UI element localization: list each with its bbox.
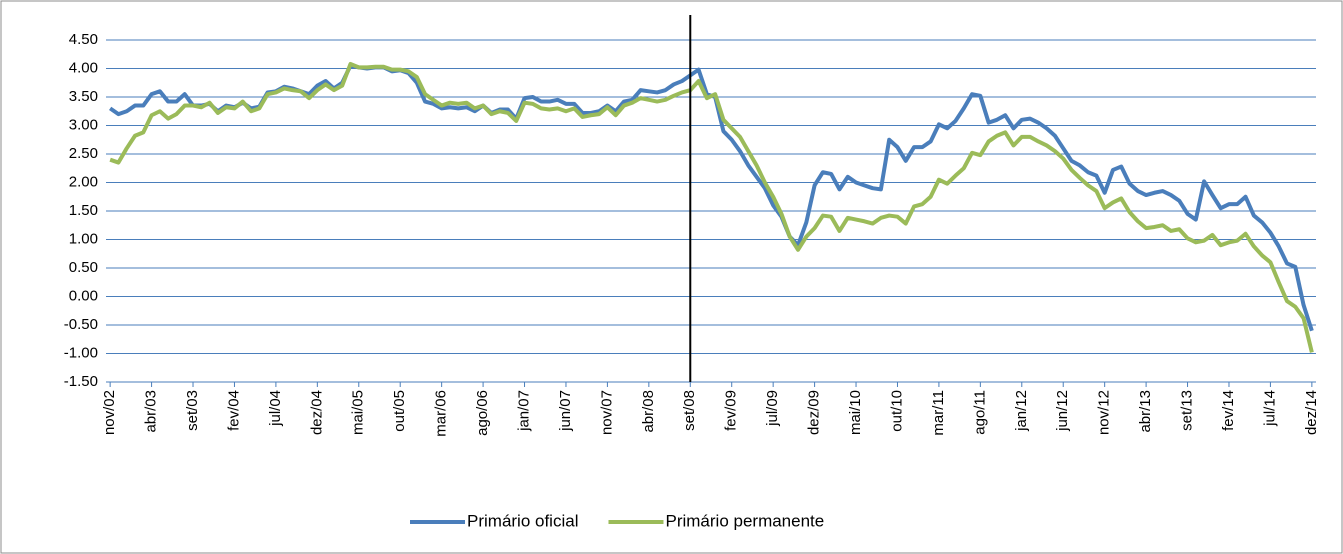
x-tick-label: jul/14 xyxy=(1261,390,1278,427)
x-tick-label: mai/05 xyxy=(350,390,367,435)
x-tick-label: abr/13 xyxy=(1137,390,1154,433)
y-tick-label: -1.00 xyxy=(64,344,98,361)
x-tick-label: fev/04 xyxy=(225,390,242,431)
x-tick-label: set/13 xyxy=(1179,390,1196,431)
y-tick-label: 1.00 xyxy=(69,230,98,247)
series-line xyxy=(109,61,1314,353)
x-tick-label: jun/12 xyxy=(1054,390,1071,432)
y-tick-label: 2.00 xyxy=(69,173,98,190)
y-tick-label: 0.50 xyxy=(69,259,98,276)
x-tick-label: abr/08 xyxy=(640,390,657,433)
x-tick-label: dez/04 xyxy=(308,390,325,435)
x-tick-label: ago/11 xyxy=(971,390,988,435)
y-tick-label: 0.00 xyxy=(69,287,98,304)
x-tick-label: jul/09 xyxy=(764,390,781,427)
x-tick-label: dez/09 xyxy=(806,390,823,435)
legend-label: Primário oficial xyxy=(467,511,578,530)
x-tick-label: dez/14 xyxy=(1303,390,1320,435)
y-tick-label: 3.50 xyxy=(69,88,98,105)
y-tick-label: 4.50 xyxy=(69,31,98,48)
x-tick-label: jun/07 xyxy=(557,390,574,432)
x-tick-label: jan/12 xyxy=(1013,390,1030,432)
x-tick-label: nov/02 xyxy=(101,390,118,435)
x-tick-label: ago/06 xyxy=(474,390,491,436)
x-tick-label: set/03 xyxy=(184,390,201,431)
x-tick-label: out/10 xyxy=(888,390,905,432)
x-tick-label: mar/11 xyxy=(930,390,947,436)
x-tick-label: out/05 xyxy=(391,390,408,432)
x-tick-label: nov/07 xyxy=(598,390,615,435)
x-tick-label: mai/10 xyxy=(847,390,864,435)
y-tick-label: 3.00 xyxy=(69,116,98,133)
legend-label: Primário permanente xyxy=(665,511,824,530)
x-tick-label: set/08 xyxy=(681,390,698,431)
y-tick-label: 2.50 xyxy=(69,145,98,162)
x-tick-label: fev/09 xyxy=(723,390,740,431)
y-tick-label: 4.00 xyxy=(69,59,98,76)
y-tick-label: -0.50 xyxy=(64,316,98,333)
x-tick-label: jul/04 xyxy=(267,390,284,427)
x-tick-label: nov/12 xyxy=(1096,390,1113,435)
x-tick-label: jan/07 xyxy=(515,390,532,432)
y-tick-label: 1.50 xyxy=(69,202,98,219)
y-tick-label: -1.50 xyxy=(64,373,98,390)
x-tick-label: mar/06 xyxy=(433,390,450,437)
x-tick-label: abr/03 xyxy=(143,390,160,433)
x-tick-label: fev/14 xyxy=(1220,390,1237,431)
